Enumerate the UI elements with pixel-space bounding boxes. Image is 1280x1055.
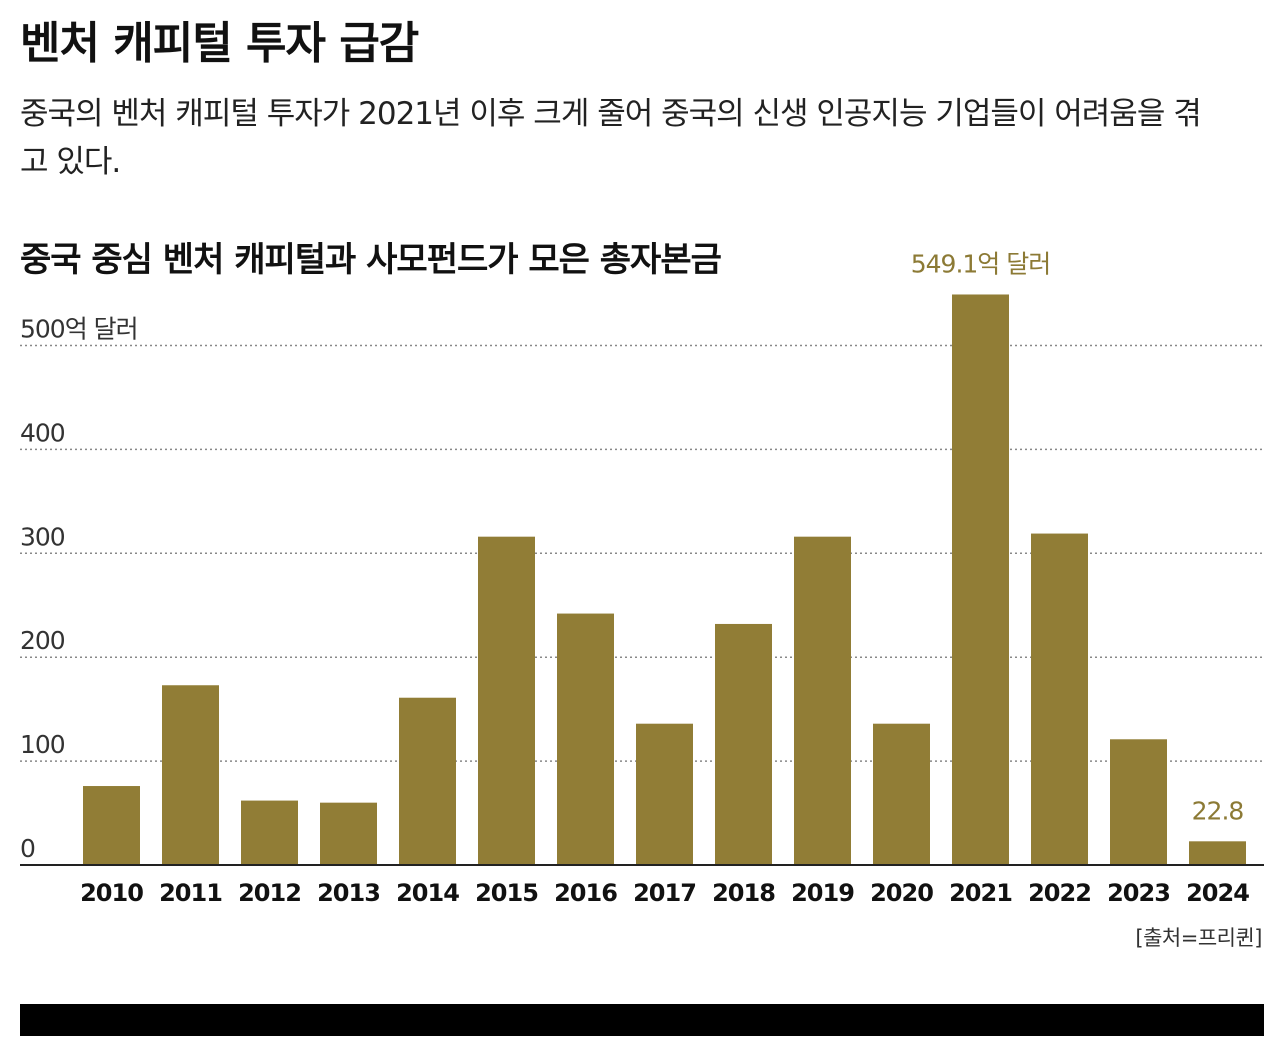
y-tick-label: 300 <box>20 522 65 551</box>
data-label: 549.1억 달러 <box>911 249 1051 278</box>
x-tick-label: 2010 <box>80 879 143 907</box>
bar-2017 <box>636 723 693 865</box>
bar-2015 <box>478 536 535 865</box>
x-tick-label: 2014 <box>396 879 459 907</box>
bar-2023 <box>1110 739 1167 865</box>
bar-2022 <box>1031 533 1088 865</box>
y-tick-label: 200 <box>20 626 65 655</box>
bar-2013 <box>320 802 377 865</box>
x-tick-label: 2015 <box>475 879 538 907</box>
y-tick-label: 500억 달러 <box>20 315 138 344</box>
bar-2024 <box>1189 841 1246 865</box>
bar-2014 <box>399 697 456 865</box>
x-tick-label: 2021 <box>949 879 1012 907</box>
bar-chart: 0 100 200 300 400 500억 달러 2010 2011 2012 2013 2014… <box>20 249 1264 907</box>
bar-2019 <box>794 536 851 865</box>
bar-2021 <box>952 294 1009 865</box>
x-tick-label: 2016 <box>554 879 617 907</box>
x-tick-label: 2013 <box>317 879 380 907</box>
bar-2020 <box>873 723 930 865</box>
bar-2012 <box>241 800 298 865</box>
bar-2018 <box>715 623 772 865</box>
y-tick-label: 100 <box>20 730 65 759</box>
bar-2010 <box>83 786 140 865</box>
subhead: 중국의 벤처 캐피털 투자가 2021년 이후 크게 줄어 중국의 신생 인공지… <box>20 96 1202 180</box>
y-tick-label: 400 <box>20 418 65 447</box>
x-tick-label: 2018 <box>712 879 775 907</box>
x-tick-label: 2012 <box>238 879 301 907</box>
x-tick-label: 2019 <box>791 879 854 907</box>
x-tick-label: 2023 <box>1107 879 1170 907</box>
headline: 벤처 캐피털 투자 급감 <box>20 18 419 69</box>
x-tick-label: 2011 <box>159 879 222 907</box>
x-tick-label: 2017 <box>633 879 696 907</box>
chart-title: 중국 중심 벤처 캐피털과 사모펀드가 모은 총자본금 <box>20 240 722 280</box>
footer-bar <box>20 1004 1264 1036</box>
source-note: [출처=프리퀸] <box>1135 926 1262 950</box>
y-tick-label: 0 <box>20 834 35 863</box>
bar-2011 <box>162 685 219 865</box>
x-tick-label: 2020 <box>870 879 933 907</box>
x-tick-label: 2024 <box>1186 879 1249 907</box>
x-tick-label: 2022 <box>1028 879 1091 907</box>
data-label: 22.8 <box>1192 796 1244 825</box>
bar-2016 <box>557 613 614 865</box>
